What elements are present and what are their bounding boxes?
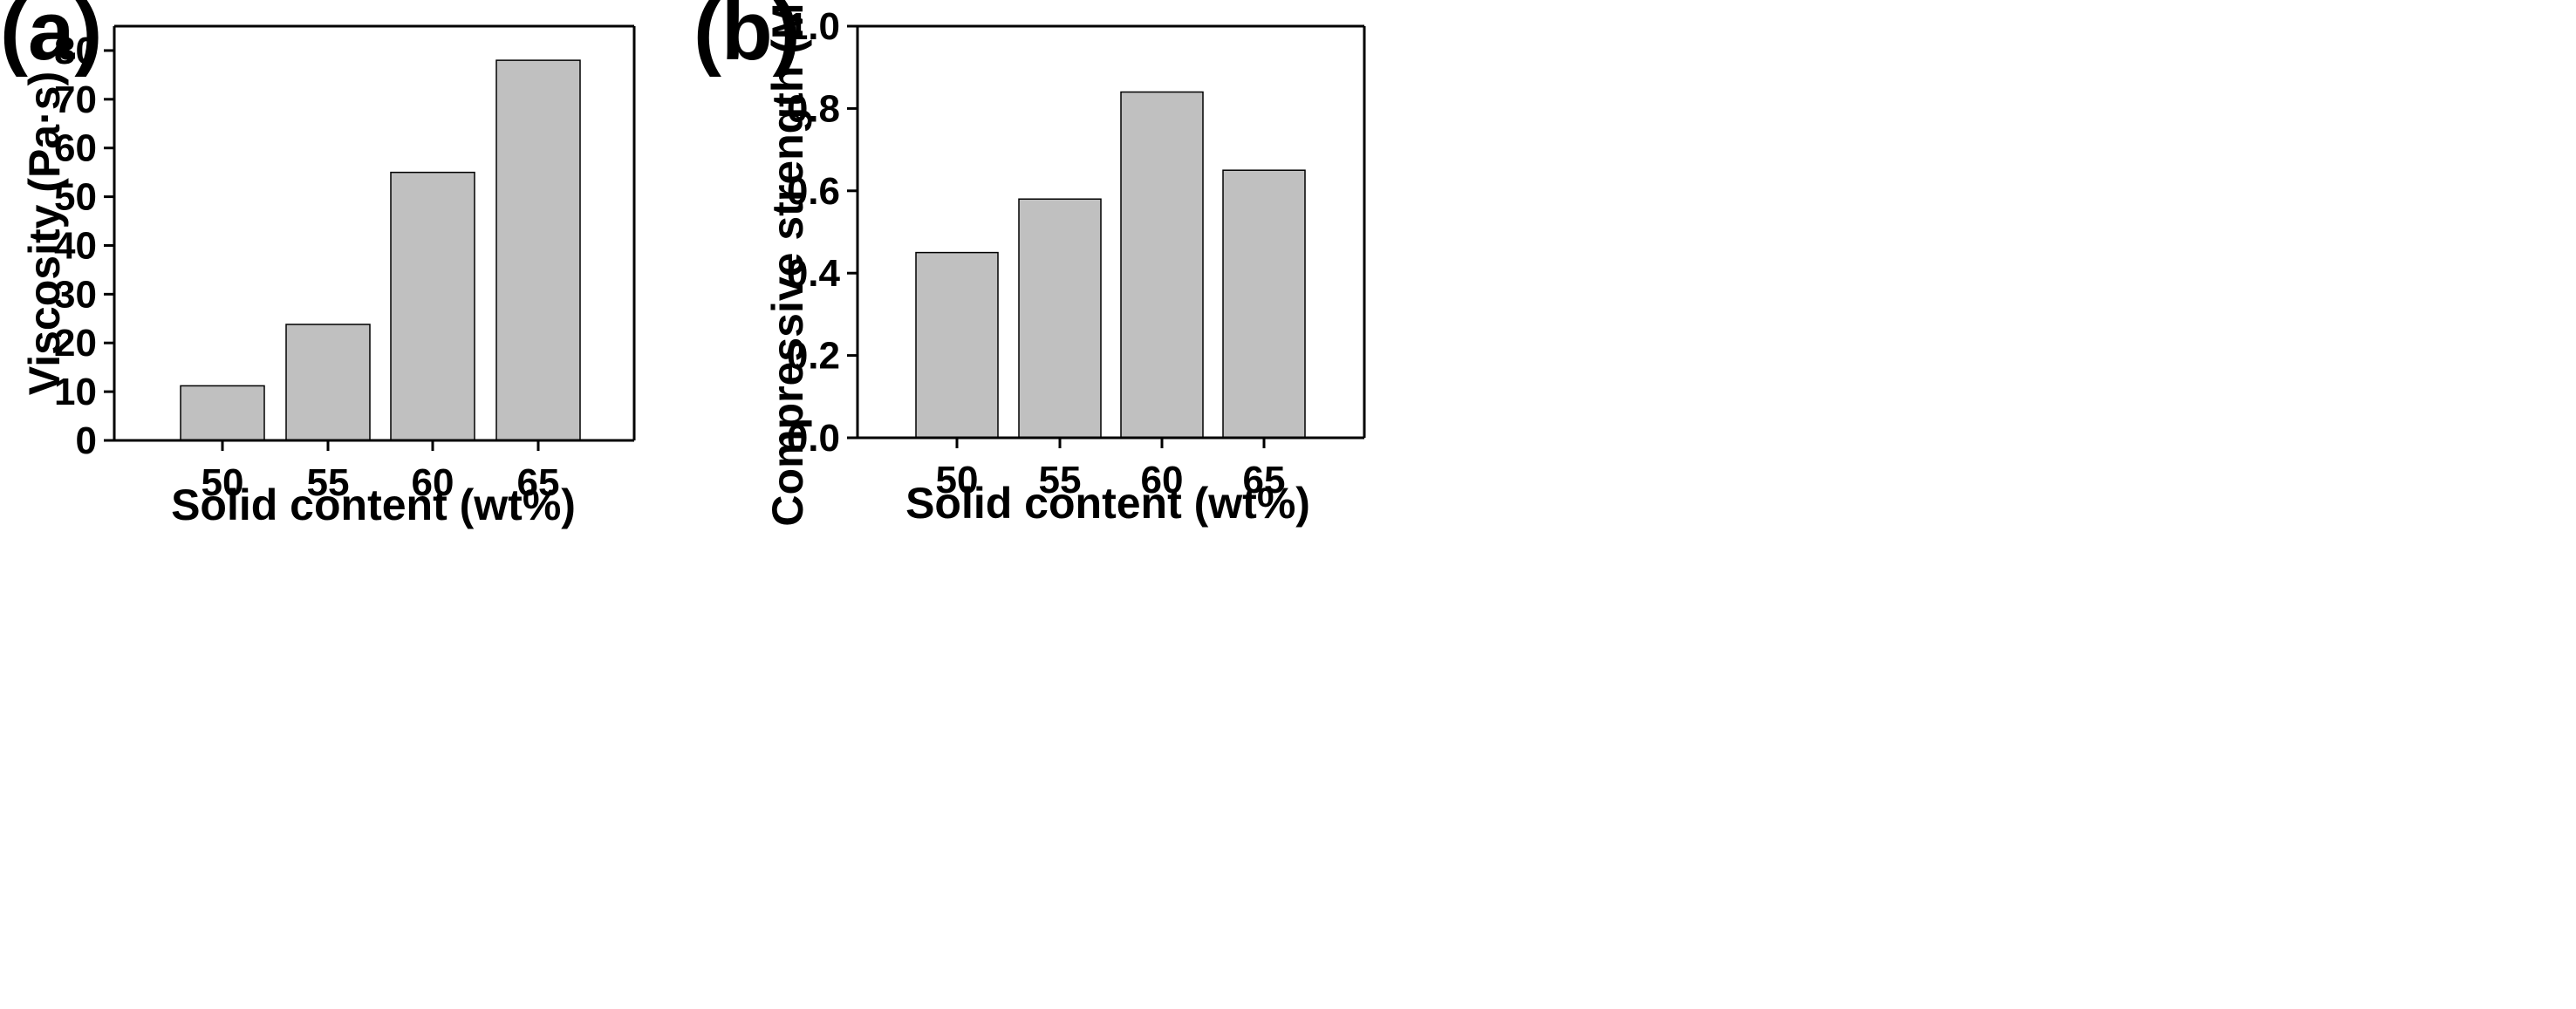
panel-b-x-axis-title: Solid content (wt%) — [905, 479, 1310, 528]
panel-b-x-tick-label: 65 — [1243, 459, 1286, 501]
panel-b-y-tick-label: 0.2 — [787, 335, 840, 378]
panel-a-x-tick-label: 55 — [307, 461, 350, 504]
panel-a-bar-60 — [390, 171, 475, 441]
panel-b-x-tick-label: 60 — [1141, 459, 1184, 501]
panel-b-y-tick-label: 0.0 — [787, 417, 840, 460]
panel-a-y-tick-label: 10 — [54, 371, 97, 413]
panel-b-x-tick-label: 50 — [936, 459, 979, 501]
panel-a-x-tick-label: 65 — [517, 461, 560, 504]
panel-b-y-tick-label: 0.6 — [787, 170, 840, 213]
panel-a-label: (a) — [0, 0, 102, 78]
panel-a-y-tick-label: 50 — [54, 176, 97, 219]
panel-b-x-tick-label: 55 — [1039, 459, 1082, 501]
panel-b-y-axis-title: Compressive strength (Mpa) — [763, 0, 812, 527]
panel-a-bar-50 — [180, 385, 265, 441]
panel-a-x-tick-label: 50 — [202, 461, 244, 504]
panel-b-y-tick-label: 0.8 — [787, 87, 840, 130]
panel-a-y-tick-label: 30 — [54, 273, 97, 316]
panel-b-label: (b) — [694, 0, 801, 78]
panel-b-y-tick-label: 0.4 — [787, 252, 841, 295]
panel-a-y-tick-label: 80 — [54, 30, 97, 72]
panel-a-y-tick-label: 60 — [54, 127, 97, 170]
panel-a-x-tick-label: 60 — [412, 461, 454, 504]
panel-b-y-tick-label: 1.0 — [787, 5, 840, 48]
panel-a-bar-55 — [285, 324, 371, 441]
panel-a-y-tick-label: 40 — [54, 224, 97, 267]
panel-a-bar-65 — [495, 59, 581, 441]
panel-a-y-tick-label: 70 — [54, 78, 97, 121]
panel-a-y-axis-title: Viscosity (Pa·s) — [20, 72, 69, 395]
panel-b-bar-65 — [1222, 169, 1306, 439]
panel-a-y-tick-label: 0 — [76, 419, 97, 462]
panel-a-y-tick-label: 20 — [54, 322, 97, 365]
panel-b-bar-50 — [915, 251, 999, 439]
panel-b-bar-55 — [1018, 198, 1102, 439]
panel-a-x-axis-title: Solid content (wt%) — [171, 481, 576, 529]
panel-b-bar-60 — [1120, 91, 1204, 439]
